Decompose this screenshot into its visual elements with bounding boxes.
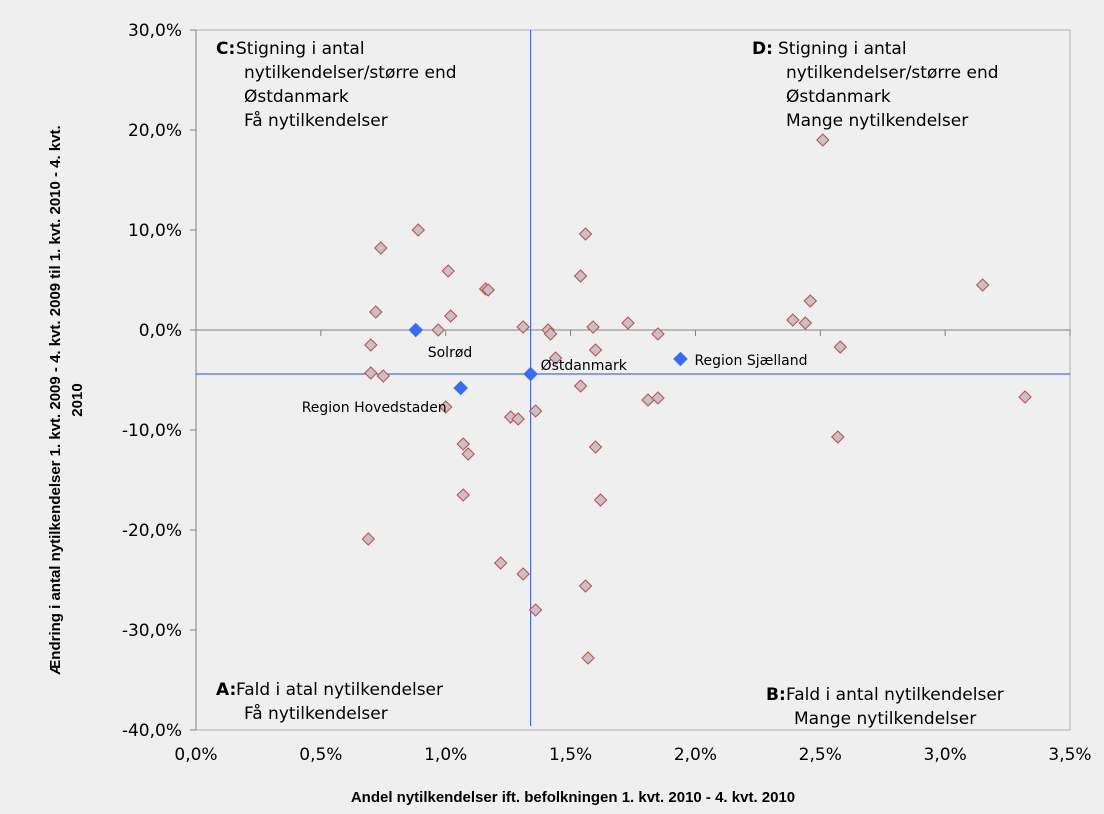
data-point [411, 223, 426, 237]
data-point [581, 651, 595, 665]
x-tick-label: 0,5% [299, 745, 342, 765]
quadrant-annotation: B: Fald i antal nytilkendelser Mange nytil… [766, 685, 1004, 729]
data-point [511, 412, 525, 426]
data-point [573, 269, 588, 283]
data-point [588, 343, 603, 357]
x-tick-label: 3,5% [1048, 745, 1091, 765]
quadrant-text-line: Østdanmark [786, 87, 891, 107]
data-point [578, 579, 593, 593]
data-point [651, 391, 665, 405]
y-axis-title-line: Ændring i antal nytilkendelser 1. kvt. 2… [47, 125, 64, 674]
data-point [543, 327, 558, 341]
data-point [456, 437, 470, 451]
data-point [798, 316, 813, 330]
quadrant-annotation: A: Fald i atal nytilkendelser Få nytilkend… [216, 680, 443, 724]
y-tick-label: -40,0% [122, 721, 182, 741]
quadrant-text-line: nytilkendelser/større end [244, 63, 457, 83]
data-point [816, 133, 830, 147]
quadrant-text-line: nytilkendelser/større end [786, 63, 999, 83]
data-point [443, 309, 458, 323]
quadrant-text-line: Fald i antal nytilkendelser [786, 685, 1004, 705]
data-point [975, 278, 990, 292]
quadrant-text-line: Mange nytilkendelser [786, 111, 968, 131]
data-point [1018, 390, 1032, 404]
data-point [586, 320, 600, 334]
axes-layer [190, 29, 1071, 731]
y-tick-label: 0,0% [139, 321, 182, 341]
data-point [369, 305, 383, 319]
highlight-point-label: Solrød [428, 345, 473, 361]
y-tick-label: 10,0% [128, 221, 182, 241]
data-point [528, 603, 543, 617]
data-point [593, 493, 608, 507]
data-point [573, 379, 588, 393]
y-tick-label: -20,0% [122, 521, 182, 541]
data-point [493, 556, 508, 570]
data-point [376, 369, 391, 383]
y-tick-label: -30,0% [122, 621, 182, 641]
data-point [361, 532, 376, 546]
y-tick-label: -10,0% [122, 421, 182, 441]
data-point [461, 447, 475, 461]
quadrant-text-line: Mange nytilkendelser [794, 709, 976, 729]
x-tick-label: 2,0% [674, 745, 717, 765]
highlight-point-label: Region Hovedstaden [302, 400, 447, 416]
y-tick-label: 30,0% [128, 21, 182, 41]
quadrant-text-line: Fald i atal nytilkendelser [236, 680, 443, 700]
highlight-point [453, 380, 468, 396]
quadrant-annotation: D: Stigning i antal nytilkendelser/større … [752, 39, 999, 131]
quadrant-annotation: C: Stigning i antal nytilkendelser/større … [216, 39, 457, 131]
x-tick-label: 2,5% [799, 745, 842, 765]
highlight-point [523, 366, 538, 382]
highlight-point-label: Østdanmark [541, 358, 628, 374]
data-point [441, 264, 455, 278]
highlight-point [408, 322, 424, 338]
data-point [364, 366, 378, 380]
data-point [578, 227, 593, 241]
data-point [830, 430, 845, 444]
data-point [431, 323, 446, 337]
plot-area [195, 29, 1071, 731]
data-point [833, 340, 848, 354]
data-point [588, 440, 603, 454]
y-axis-title: Ændring i antal nytilkendelser 1. kvt. 2… [47, 125, 86, 674]
quadrant-text-line: Stigning i antal [778, 39, 907, 59]
quadrant-text-line: Østdanmark [244, 87, 349, 107]
data-point [803, 294, 818, 308]
data-point [364, 338, 378, 352]
data-point [438, 400, 453, 414]
x-tick-label: 0,0% [174, 745, 217, 765]
text-layer: 0,0% 0,5% 1,0% 1,5% 2,0% 2,5% 3,0% 3,5% 30,0% 20,… [47, 21, 1092, 806]
x-tick-label: 3,0% [924, 745, 967, 765]
data-point [374, 241, 388, 255]
data-point [516, 567, 530, 581]
data-point [786, 313, 800, 327]
data-point [548, 351, 563, 365]
quadrant-letter: D: [752, 39, 773, 59]
data-point [621, 316, 635, 330]
quadrant-text-line: Få nytilkendelser [244, 110, 388, 131]
x-axis-title: Andel nytilkendelser ift. befolkningen 1… [351, 789, 795, 806]
data-point [516, 320, 530, 334]
marks-layer [361, 133, 1032, 665]
quadrant-letter: C: [216, 39, 235, 59]
quadrant-letter: A: [216, 680, 236, 700]
highlight-point-label: Region Sjælland [694, 353, 807, 369]
quadrant-letter: B: [766, 685, 786, 705]
highlight-point [673, 351, 688, 367]
quadrant-text-line: Få nytilkendelser [244, 703, 388, 724]
x-tick-label: 1,5% [549, 745, 592, 765]
x-tick-label: 1,0% [424, 745, 467, 765]
data-point [651, 327, 665, 341]
y-tick-label: 20,0% [128, 121, 182, 141]
data-point [528, 404, 543, 418]
y-axis-title-line: 2010 [69, 383, 86, 416]
data-point [456, 488, 470, 502]
data-point [481, 283, 495, 297]
quadrant-text-line: Stigning i antal [236, 39, 365, 59]
